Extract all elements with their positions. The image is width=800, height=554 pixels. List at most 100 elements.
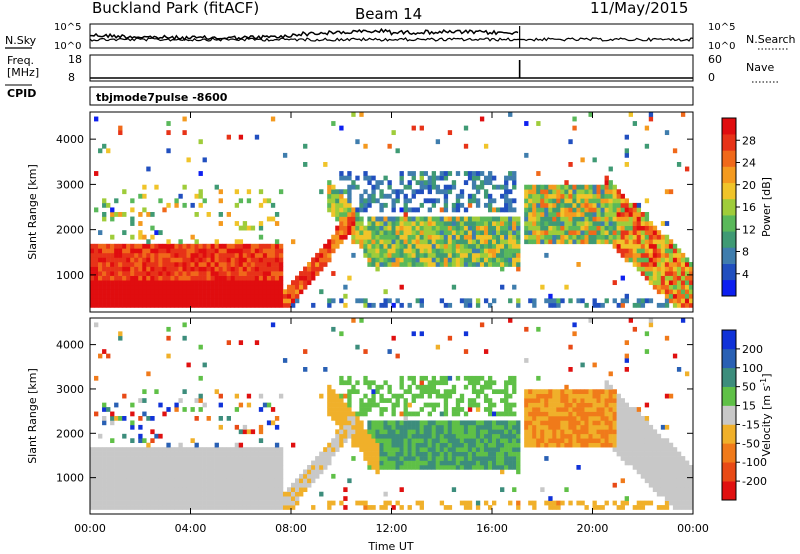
power-cell [146,302,151,308]
power-cell [592,193,597,199]
power-cell [664,293,670,299]
velocity-cell [166,353,171,359]
velocity-cell [672,496,678,501]
power-cell [504,252,509,258]
velocity-cell [528,389,533,395]
velocity-cell [604,442,609,448]
velocity-cell [435,447,441,452]
power-cell [427,184,432,190]
power-cell [668,266,674,272]
power-cell [455,221,461,226]
velocity-cell [640,420,646,426]
velocity-cell [443,411,449,417]
velocity-cell [134,469,139,475]
power-cell [552,189,557,195]
power-cell [202,262,207,267]
power-cell [150,225,155,231]
date-title: 11/May/2015 [590,0,688,17]
velocity-cell [339,442,344,448]
power-cell [270,289,276,295]
power-cell [427,216,432,222]
velocity-cell [118,505,123,510]
velocity-cell [688,473,694,479]
power-cell [596,221,601,226]
power-cell [576,193,581,199]
velocity-cell [423,442,428,448]
power-cell [351,230,356,236]
velocity-cell [512,447,517,452]
power-cell [451,202,457,208]
power-cell [210,271,215,276]
velocity-heatmap-cells [90,318,694,510]
power-cell [202,289,207,295]
velocity-cell [274,424,280,430]
power-cell [182,275,187,281]
power-cell [640,266,646,272]
velocity-cell [355,416,360,421]
power-cell [624,248,629,254]
velocity-cell [528,438,533,444]
velocity-cell [592,362,597,368]
power-cell [676,248,682,254]
velocity-cell [620,407,625,412]
power-cell [399,221,404,226]
power-cell [471,198,477,204]
velocity-cell [439,420,445,426]
velocity-cell [487,433,493,439]
power-cell [443,189,449,195]
velocity-cell [375,384,380,390]
power-cell [628,234,633,240]
velocity-cell [347,380,352,386]
power-cell [471,230,477,236]
velocity-cell [327,500,332,506]
power-cell [628,216,633,222]
power-cell [102,289,107,295]
velocity-cell [158,478,163,484]
velocity-cell [439,456,445,461]
velocity-cell [624,340,629,346]
power-cell [339,239,344,245]
velocity-cell [106,456,111,461]
power-cell [391,257,396,263]
velocity-cell [146,505,151,510]
velocity-cell [576,420,581,426]
power-cell [130,234,135,240]
power-cell [126,293,131,299]
power-cell [214,252,219,258]
velocity-cell [351,442,356,448]
power-cell [624,198,629,204]
velocity-cell [540,411,545,417]
power-cell [680,112,686,117]
velocity-cell [335,433,340,439]
velocity-cell [391,460,396,466]
velocity-cell [664,447,670,452]
velocity-cell [516,433,521,439]
power-cell [660,289,666,295]
power-cell [134,271,139,276]
velocity-cell [391,429,396,435]
velocity-cell [536,433,541,439]
velocity-cell [94,375,99,381]
velocity-cell [327,447,332,452]
power-cell [492,221,497,226]
velocity-cell [202,496,207,501]
power-cell [463,248,469,254]
power-cell [632,252,638,258]
velocity-cell [612,433,617,439]
velocity-cell [186,362,191,368]
velocity-cell [351,411,356,417]
velocity-cell [644,424,650,430]
velocity-cell [162,487,167,493]
power-cell [138,221,143,226]
velocity-cell [391,451,396,457]
power-cell [596,230,601,236]
velocity-cell [230,491,236,497]
power-cell [363,143,368,149]
velocity-cell [604,393,609,399]
velocity-cell [640,429,646,435]
power-cell [616,193,621,199]
velocity-cell [596,424,601,430]
power-cell [371,262,376,267]
power-cell [395,239,400,245]
power-cell [367,243,372,249]
